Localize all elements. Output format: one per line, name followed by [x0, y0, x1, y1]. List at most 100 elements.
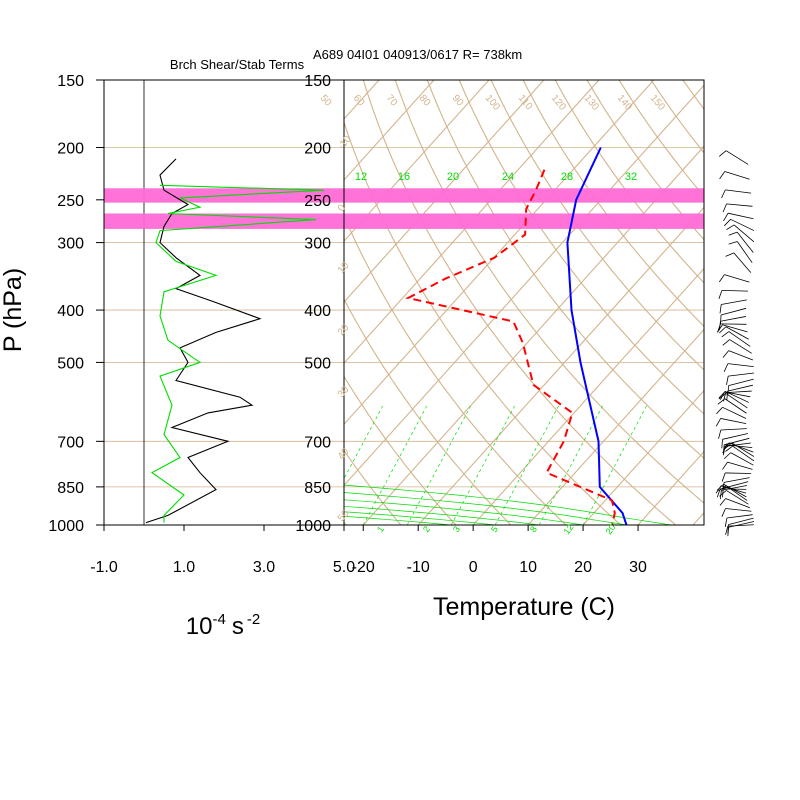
isotherm-label: 20: [336, 322, 352, 338]
dry-adiabat-line: [618, 80, 704, 198]
wind-barb-flag: [718, 274, 725, 283]
mixing-ratio-line: [344, 405, 384, 480]
skew-xtick-label: 10: [519, 559, 537, 576]
skew-ytick-label: 500: [304, 355, 331, 372]
skew-xtick-label: 30: [629, 559, 647, 576]
wind-barb-staff: [724, 391, 751, 398]
wind-barb-staff: [730, 218, 755, 231]
dry-adiabat-line: [394, 80, 704, 504]
dry-adiabat-label: 70: [384, 93, 400, 109]
wind-barb-staff: [730, 452, 754, 466]
mixing-ratio-label: 8: [528, 524, 539, 534]
isotherm-line: [344, 84, 704, 487]
dry-adiabat-line: [779, 80, 800, 525]
wind-barb-flag: [718, 429, 722, 439]
dewpoint-profile-line: [405, 169, 616, 525]
skew-xtick-label: 0: [469, 559, 478, 576]
isotherm-line: [748, 80, 800, 525]
isotherm-line: [417, 206, 704, 525]
mixing-ratio-line: [362, 405, 428, 525]
mixing-ratio-label: 1: [375, 524, 386, 534]
isotherm-line: [692, 511, 704, 525]
skew-t-xlabel: Temperature (C): [433, 593, 615, 621]
isotherm-label: 50: [336, 508, 352, 524]
left-xlabel-unit: s: [232, 613, 244, 640]
wind-barb-flag: [718, 150, 727, 157]
wind-barb-staff: [725, 150, 749, 165]
left-ytick-label: 200: [57, 140, 84, 157]
wind-barb-staff: [727, 461, 753, 470]
wind-barb-staff: [722, 433, 748, 440]
wind-barb-flag: [719, 171, 726, 180]
left-xtick-label: 3.0: [253, 559, 275, 576]
wind-barb-flag: [718, 391, 726, 399]
wind-barb-staff: [724, 442, 751, 447]
mixing-ratio-label: 12: [562, 522, 576, 536]
moist-adiabat-label: 32: [625, 171, 637, 183]
wind-barb-flag: [716, 483, 724, 491]
wind-barb-flag: [719, 304, 722, 314]
wind-barb-flag: [717, 398, 726, 405]
skew-t-title: A689 04I01 040913/0617 R= 738km: [313, 47, 522, 62]
dry-adiabat-line: [586, 80, 704, 241]
moist-adiabat-label: 16: [398, 171, 410, 183]
wind-barb-staff: [726, 444, 753, 449]
left-panel-title: Brch Shear/Stab Terms: [170, 57, 305, 72]
left-xlabel-base: 10: [186, 613, 213, 640]
wind-barb-flag: [716, 407, 723, 415]
isotherm-line: [344, 80, 655, 426]
moist-adiabat-label: 28: [561, 171, 573, 183]
wind-barb-flag: [722, 203, 727, 213]
left-xlabel: 10-4 s -2: [186, 611, 260, 640]
mixing-ratio-line: [450, 405, 516, 525]
left-xtick-label: -1.0: [90, 559, 118, 576]
mixing-ratio-label: 2: [421, 524, 432, 534]
wind-barb-staff: [720, 307, 747, 316]
wind-barb-staff: [722, 406, 747, 419]
wind-barb-staff: [728, 372, 755, 377]
mixing-ratio-label: 20: [604, 522, 618, 536]
skew-xtick-label: -10: [407, 559, 430, 576]
left-xlabel-exp: -4: [213, 611, 226, 628]
dry-adiabat-line: [344, 120, 622, 525]
wind-barb-flag: [728, 241, 738, 245]
skew-ytick-label: 700: [304, 434, 331, 451]
skew-t-grid: [344, 80, 800, 525]
wind-barb-flag: [718, 485, 727, 492]
wind-barb-staff: [728, 521, 755, 528]
dry-adiabat-line: [344, 214, 567, 525]
mixing-ratio-line: [582, 405, 648, 525]
left-xtick-label: 5.0: [333, 559, 355, 576]
dry-adiabat-line: [458, 80, 704, 415]
temperature-profile-line: [566, 147, 628, 525]
wind-barb-staff: [728, 517, 754, 526]
highlight-band: [104, 213, 344, 229]
wind-barb-staff: [727, 363, 754, 367]
wind-barb-flag: [726, 376, 729, 386]
wind-barb-staff: [724, 398, 747, 414]
wind-barb-flag: [721, 439, 723, 449]
skew-xtick-label: 20: [574, 559, 592, 576]
moist-adiabat-label: 12: [355, 171, 367, 183]
wind-barb-staff: [733, 224, 755, 243]
left-ytick-label: 400: [57, 303, 84, 320]
isotherm-label: 0: [336, 202, 348, 214]
wind-barb-flag: [718, 393, 727, 400]
wind-barb-staff: [731, 442, 755, 457]
wind-barbs: [715, 150, 755, 537]
wind-barb-staff: [725, 508, 752, 512]
wind-barb-flag: [725, 526, 729, 535]
wind-barb-flag: [723, 442, 730, 451]
wind-barb-staff: [725, 393, 748, 409]
dry-adiabat-line: [344, 449, 402, 525]
wind-barb-staff: [725, 326, 749, 340]
mixing-ratio-line: [494, 405, 560, 525]
isotherm-label: 10: [336, 260, 352, 276]
isotherm-line: [637, 450, 704, 525]
wind-barb-flag: [722, 350, 729, 358]
dry-adiabat-label: 140: [615, 93, 634, 113]
dry-adiabat-line: [522, 80, 704, 328]
wind-barb-flag: [722, 339, 730, 346]
skew-t-frame: [343, 79, 705, 526]
